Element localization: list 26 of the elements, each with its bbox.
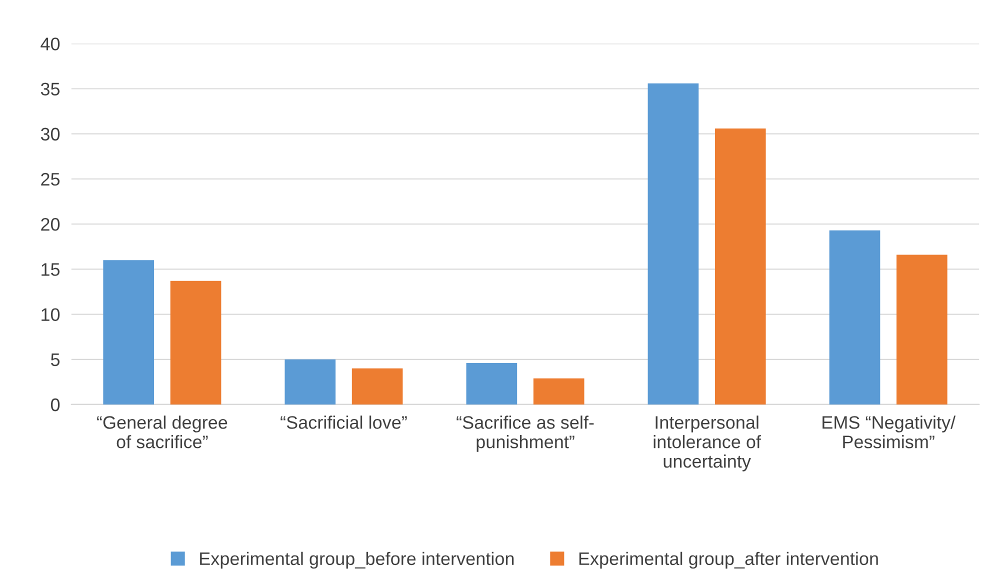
y-tick-label: 0: [50, 398, 60, 412]
bar: [352, 368, 403, 404]
bar: [466, 362, 518, 404]
bar: [170, 280, 222, 404]
legend-label: Experimental group_before intervention: [200, 552, 514, 569]
y-tick-label: 10: [42, 308, 60, 321]
y-tick-label: 30: [40, 128, 60, 141]
y-tick-label: 15: [42, 263, 60, 276]
y-tick-label: 25: [41, 172, 60, 186]
bar: [714, 128, 766, 404]
x-tick-label: Interpersonal intolerance of uncertainty: [654, 416, 762, 472]
y-tick-label: 20: [41, 218, 60, 231]
y-tick-label: 5: [50, 354, 60, 366]
bar: [284, 359, 336, 404]
bar: [533, 378, 584, 404]
y-tick-label: 35: [40, 82, 60, 96]
x-tick-label: EMS “Negativity/ Pessimism”: [822, 416, 956, 448]
bar: [648, 83, 699, 404]
x-tick-label: “General degree of sacrifice”: [97, 416, 228, 448]
legend-label: Experimental group_after intervention: [579, 552, 878, 569]
bar: [103, 260, 154, 404]
bar: [829, 230, 880, 404]
x-tick-label: “Sacrificial love”: [280, 416, 407, 429]
x-tick-label: “Sacrifice as self- punishment”: [456, 416, 594, 452]
y-tick-label: 40: [40, 38, 60, 50]
bar: [896, 254, 948, 404]
